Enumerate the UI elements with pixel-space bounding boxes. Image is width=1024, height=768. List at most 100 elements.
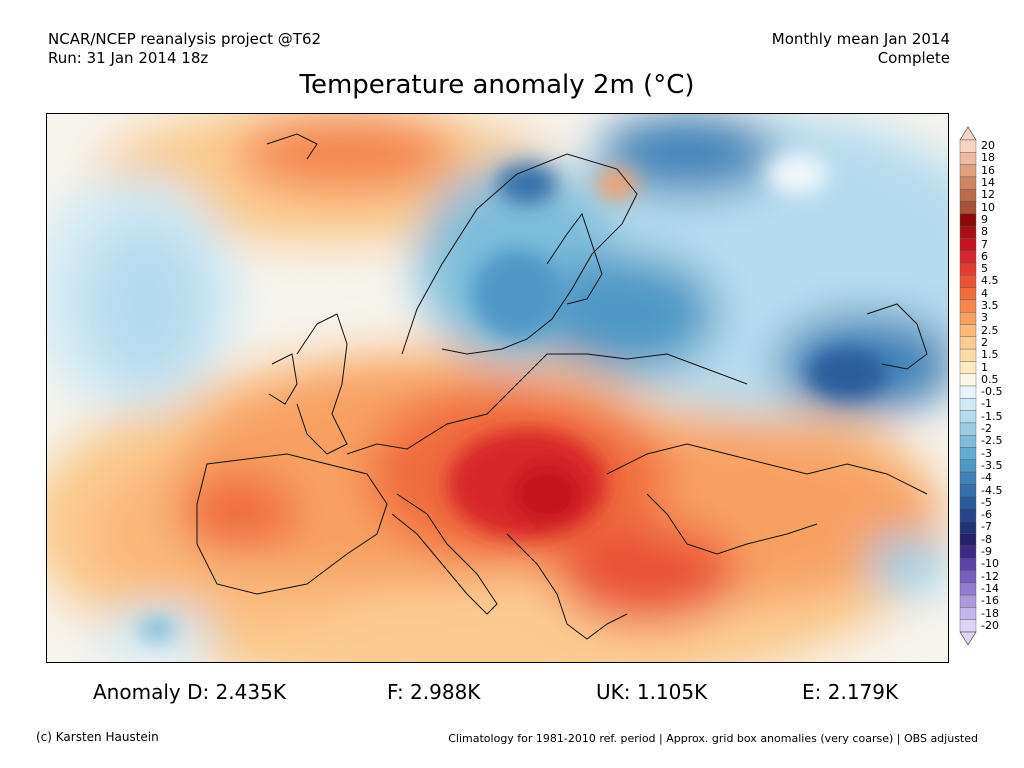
colorbar-label: -1.5 (981, 409, 1003, 423)
colorbar-swatch (959, 496, 977, 510)
map-title: Temperature anomaly 2m (°C) (299, 70, 695, 100)
colorbar-swatch (959, 287, 977, 301)
colorbar-label: -16 (981, 594, 999, 608)
stat-anomaly-d: Anomaly D: 2.435K (93, 680, 286, 704)
colorbar-swatch (959, 361, 977, 374)
period-label: Monthly mean Jan 2014 (771, 30, 950, 48)
colorbar-swatch (959, 348, 977, 362)
colorbar-swatch (959, 152, 977, 165)
colorbar-swatch (959, 213, 977, 227)
colorbar-label: 3.5 (981, 299, 999, 313)
colorbar-label: -3 (981, 446, 992, 460)
colorbar-label: 7 (981, 237, 988, 251)
colorbar-swatch (959, 164, 977, 178)
stat-uk: UK: 1.105K (596, 680, 708, 704)
colorbar-label: 8 (981, 225, 988, 239)
anomaly-field (47, 114, 948, 662)
colorbar-label: -8 (981, 532, 992, 546)
colorbar-label: 5 (981, 262, 988, 276)
colorbar-swatch (959, 508, 977, 522)
copyright: (c) Karsten Haustein (36, 730, 159, 744)
colorbar-label: 9 (981, 212, 988, 226)
colorbar-label: 0.5 (981, 372, 999, 386)
colorbar-swatch (959, 422, 977, 436)
colorbar-label: 14 (981, 176, 995, 190)
stat-e: E: 2.179K (802, 680, 899, 704)
colorbar-label: 20 (981, 139, 995, 153)
map-canvas (47, 114, 948, 662)
colorbar-label: -3.5 (981, 458, 1003, 472)
colorbar-swatch (959, 189, 977, 202)
status-label: Complete (877, 49, 950, 67)
colorbar-label: 4 (981, 286, 988, 300)
colorbar-swatch (959, 533, 977, 547)
colorbar-swatch (959, 435, 977, 448)
colorbar-bottom-arrow (959, 631, 977, 646)
stat-f: F: 2.988K (387, 680, 481, 704)
colorbar-label: 1 (981, 360, 988, 374)
colorbar-swatch (959, 275, 977, 288)
header-right: Monthly mean Jan 2014 Complete (772, 30, 950, 68)
colorbar-label: -4 (981, 471, 992, 485)
colorbar-swatch (959, 545, 977, 559)
colorbar-swatch (959, 471, 977, 485)
colorbar-label: -0.5 (981, 385, 1003, 399)
colorbar-label: 2.5 (981, 323, 999, 337)
colorbar-swatch (959, 311, 977, 325)
colorbar (959, 126, 977, 646)
colorbar-swatch (959, 594, 977, 608)
colorbar-swatch (959, 607, 977, 620)
colorbar-swatch (959, 299, 977, 313)
anomaly-map (46, 113, 949, 663)
colorbar-swatch (959, 385, 977, 399)
colorbar-label: -5 (981, 495, 992, 509)
colorbar-label: -18 (981, 606, 999, 620)
colorbar-label: -2 (981, 422, 992, 436)
colorbar-label: -20 (981, 618, 999, 632)
colorbar-swatch (959, 176, 977, 190)
colorbar-swatch (959, 447, 977, 461)
colorbar-swatch (959, 484, 977, 497)
colorbar-swatch (959, 582, 977, 596)
colorbar-label: 4.5 (981, 274, 999, 288)
colorbar-label: 12 (981, 188, 995, 202)
colorbar-swatch (959, 262, 977, 276)
coastlines (196, 133, 928, 640)
model-label: NCAR/NCEP reanalysis project @T62 (48, 30, 322, 48)
colorbar-swatch (959, 558, 977, 571)
colorbar-label: -12 (981, 569, 999, 583)
colorbar-swatch (959, 619, 977, 633)
colorbar-swatch (959, 336, 977, 350)
colorbar-label: 16 (981, 163, 995, 177)
colorbar-label: -14 (981, 581, 999, 595)
climatology-note: Climatology for 1981-2010 ref. period | … (448, 732, 978, 745)
stats-row: Anomaly D: 2.435K F: 2.988K UK: 1.105K E… (0, 680, 1024, 706)
colorbar-swatch (959, 201, 977, 215)
colorbar-swatch (959, 250, 977, 264)
colorbar-swatch (959, 373, 977, 387)
colorbar-label: -1 (981, 397, 992, 411)
colorbar-label: -4.5 (981, 483, 1003, 497)
colorbar-swatch (959, 521, 977, 534)
colorbar-swatch (959, 139, 977, 153)
colorbar-swatch (959, 225, 977, 239)
colorbar-label: -9 (981, 545, 992, 559)
colorbar-swatch (959, 324, 977, 338)
colorbar-swatch (959, 459, 977, 473)
colorbar-label: 3 (981, 311, 988, 325)
anomaly-cores (139, 154, 887, 641)
colorbar-label: -6 (981, 508, 992, 522)
run-label: Run: 31 Jan 2014 18z (48, 49, 209, 67)
colorbar-label: -7 (981, 520, 992, 534)
colorbar-label: 6 (981, 249, 988, 263)
colorbar-swatch (959, 570, 977, 584)
colorbar-swatch (959, 410, 977, 424)
colorbar-label: 18 (981, 151, 995, 165)
colorbar-top-arrow (959, 126, 977, 141)
colorbar-label: 2 (981, 335, 988, 349)
colorbar-label: -10 (981, 557, 999, 571)
header-left: NCAR/NCEP reanalysis project @T62 Run: 3… (48, 30, 321, 68)
colorbar-swatch (959, 398, 977, 411)
colorbar-swatch (959, 238, 977, 251)
colorbar-label: 10 (981, 200, 995, 214)
